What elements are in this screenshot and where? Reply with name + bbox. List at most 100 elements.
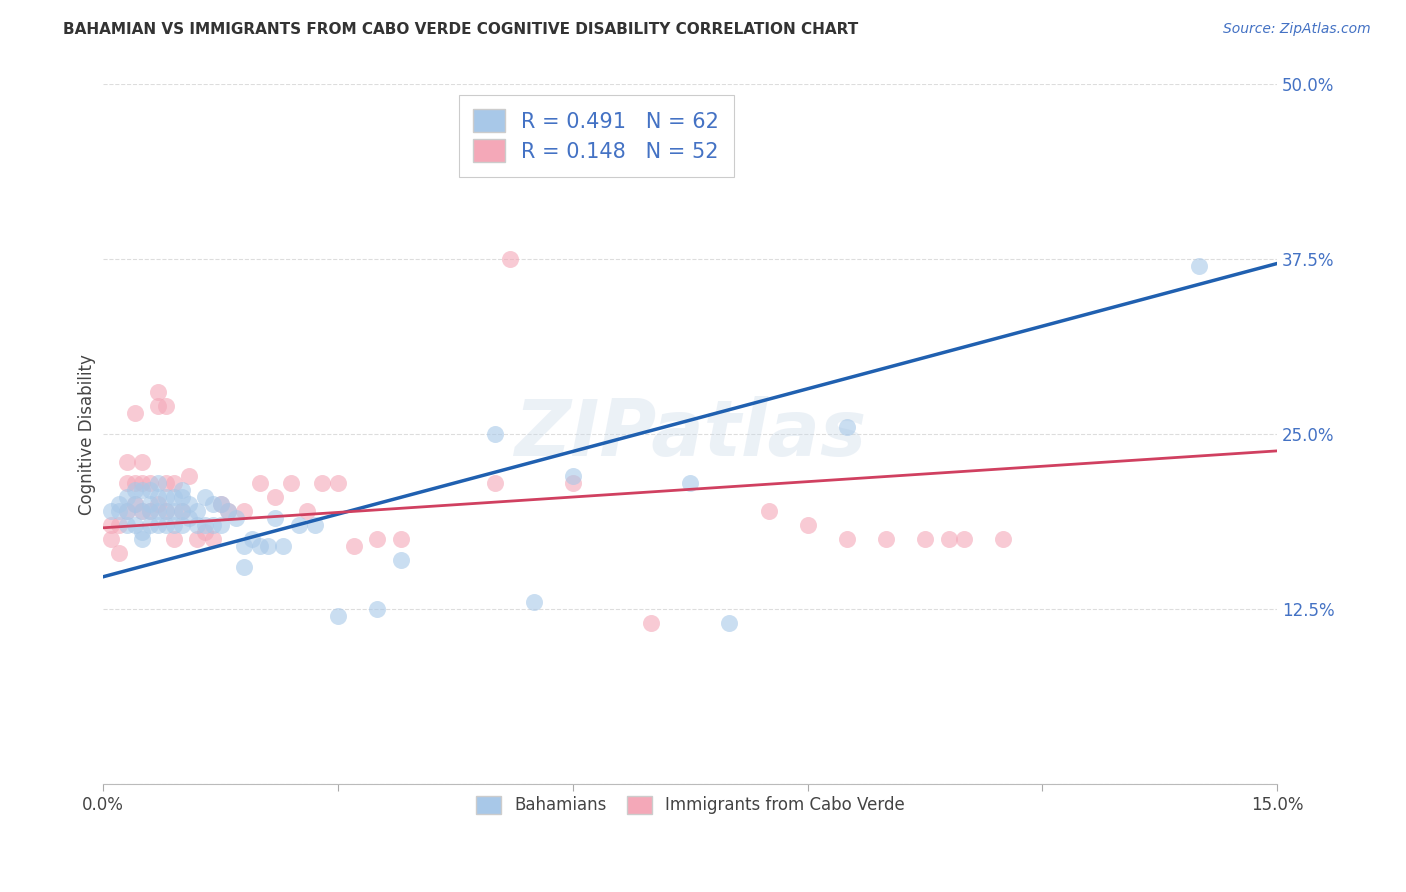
Point <box>155 504 177 518</box>
Point <box>875 532 897 546</box>
Point <box>295 504 318 518</box>
Legend: Bahamians, Immigrants from Cabo Verde: Bahamians, Immigrants from Cabo Verde <box>465 786 915 824</box>
Point <box>796 518 818 533</box>
Point <box>139 476 162 491</box>
Point <box>146 399 169 413</box>
Point <box>139 497 162 511</box>
Point <box>146 385 169 400</box>
Point <box>233 504 256 518</box>
Point <box>366 532 388 546</box>
Text: ZIPatlas: ZIPatlas <box>515 396 866 472</box>
Point <box>311 476 333 491</box>
Point <box>124 476 146 491</box>
Point <box>131 524 153 539</box>
Point <box>155 399 177 413</box>
Point <box>217 504 239 518</box>
Point <box>484 427 506 442</box>
Point <box>108 504 131 518</box>
Point <box>209 497 232 511</box>
Point <box>115 490 138 504</box>
Point <box>115 476 138 491</box>
Point <box>264 511 287 525</box>
Point <box>170 490 193 504</box>
Point <box>115 518 138 533</box>
Point <box>146 518 169 533</box>
Point <box>170 504 193 518</box>
Point <box>131 483 153 497</box>
Point <box>155 476 177 491</box>
Point <box>249 476 271 491</box>
Point <box>146 476 169 491</box>
Point <box>131 504 153 518</box>
Point <box>561 476 583 491</box>
Point <box>217 504 239 518</box>
Point <box>304 518 326 533</box>
Point <box>131 455 153 469</box>
Point <box>108 546 131 560</box>
Point <box>484 476 506 491</box>
Point <box>170 518 193 533</box>
Point <box>225 511 247 525</box>
Point <box>194 490 217 504</box>
Point <box>170 504 193 518</box>
Point <box>561 469 583 483</box>
Point <box>194 524 217 539</box>
Point <box>124 483 146 497</box>
Point <box>186 518 208 533</box>
Point <box>326 476 349 491</box>
Point <box>100 518 122 533</box>
Point <box>640 615 662 630</box>
Point <box>146 504 169 518</box>
Point <box>679 476 702 491</box>
Point <box>139 483 162 497</box>
Point <box>758 504 780 518</box>
Point <box>835 532 858 546</box>
Point <box>523 595 546 609</box>
Point <box>993 532 1015 546</box>
Point <box>201 532 224 546</box>
Point <box>100 532 122 546</box>
Point <box>271 539 294 553</box>
Point <box>953 532 976 546</box>
Point <box>1188 259 1211 273</box>
Point <box>146 497 169 511</box>
Point <box>718 615 741 630</box>
Point <box>139 504 162 518</box>
Point <box>240 532 263 546</box>
Point <box>179 497 201 511</box>
Point <box>139 504 162 518</box>
Point <box>389 532 412 546</box>
Point <box>233 560 256 574</box>
Text: BAHAMIAN VS IMMIGRANTS FROM CABO VERDE COGNITIVE DISABILITY CORRELATION CHART: BAHAMIAN VS IMMIGRANTS FROM CABO VERDE C… <box>63 22 859 37</box>
Y-axis label: Cognitive Disability: Cognitive Disability <box>79 353 96 515</box>
Point <box>108 518 131 533</box>
Point <box>264 490 287 504</box>
Point <box>186 504 208 518</box>
Point <box>249 539 271 553</box>
Point <box>499 252 522 267</box>
Point <box>209 518 232 533</box>
Point <box>343 539 366 553</box>
Point <box>124 406 146 420</box>
Point <box>186 532 208 546</box>
Point <box>233 539 256 553</box>
Point <box>194 518 217 533</box>
Point <box>155 518 177 533</box>
Point <box>288 518 311 533</box>
Point <box>163 490 186 504</box>
Point <box>179 511 201 525</box>
Point <box>108 497 131 511</box>
Point <box>366 602 388 616</box>
Point <box>389 553 412 567</box>
Point <box>131 504 153 518</box>
Point <box>131 532 153 546</box>
Text: Source: ZipAtlas.com: Source: ZipAtlas.com <box>1223 22 1371 37</box>
Point <box>163 476 186 491</box>
Point <box>155 504 177 518</box>
Point <box>170 483 193 497</box>
Point <box>146 490 169 504</box>
Point <box>163 504 186 518</box>
Point <box>100 504 122 518</box>
Point <box>201 497 224 511</box>
Point <box>179 469 201 483</box>
